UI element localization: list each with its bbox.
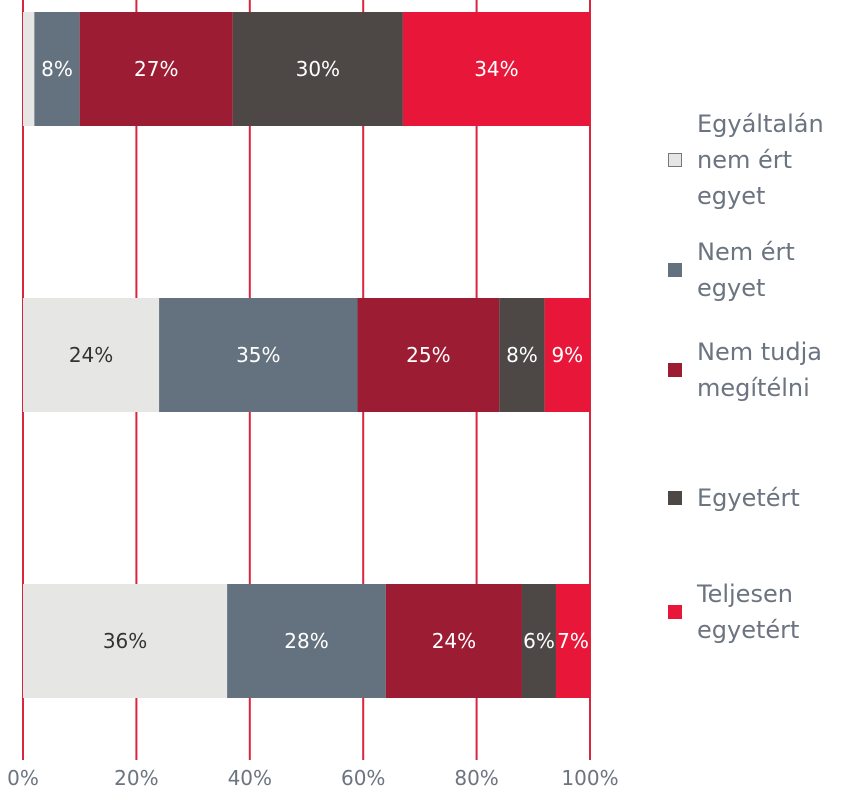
value-label: 7% (557, 629, 589, 653)
bar-segment (499, 298, 545, 412)
labels: 0% 20% 40% 60% 80% 100% 8% 27% 30% 34% 24% 35% 25% 8%… (7, 57, 618, 790)
value-label: 8% (506, 343, 538, 367)
value-label: 24% (432, 629, 476, 653)
legend-swatch (668, 605, 682, 619)
legend-item: Egyáltalán nem ért egyet (668, 106, 858, 214)
bar-segment (23, 584, 228, 698)
bars (23, 12, 590, 698)
bar-segment (555, 584, 590, 698)
legend-item: Teljesen egyetért (668, 576, 858, 648)
bar-segment (232, 12, 403, 126)
legend-label: Egyáltalán nem ért egyet (697, 110, 824, 210)
legend-swatch (668, 491, 682, 505)
value-label: 27% (134, 57, 178, 81)
value-label: 25% (406, 343, 450, 367)
value-label: 8% (41, 57, 73, 81)
value-label: 28% (284, 629, 328, 653)
legend-swatch (668, 363, 682, 377)
legend-label: Teljesen egyetért (697, 580, 800, 644)
legend-item: Egyetért (668, 480, 858, 516)
value-label: 24% (69, 343, 113, 367)
bar-segment (521, 584, 556, 698)
bar-segment (23, 298, 160, 412)
bar-segment (357, 298, 500, 412)
value-label: 6% (523, 629, 555, 653)
value-label: 30% (296, 57, 340, 81)
x-tick-label: 80% (454, 766, 498, 790)
bar-segment (227, 584, 386, 698)
legend-item: Nem tudja megítélni (668, 334, 858, 406)
legend-label: Nem tudja megítélni (697, 338, 822, 402)
bar-segment (159, 298, 358, 412)
bar-segment (34, 12, 80, 126)
legend-item: Nem ért egyet (668, 234, 858, 306)
legend-label: Nem ért egyet (697, 238, 795, 302)
legend-swatch (668, 263, 682, 277)
value-label: 36% (103, 629, 147, 653)
legend-label: Egyetért (697, 484, 800, 512)
chart: 0% 20% 40% 60% 80% 100% 8% 27% 30% 34% 24% 35% 25% 8%… (7, 0, 619, 790)
x-tick-label: 0% (7, 766, 39, 790)
x-tick-label: 40% (228, 766, 272, 790)
bar-segment (402, 12, 590, 126)
bar-segment (544, 298, 590, 412)
x-tick-label: 60% (341, 766, 385, 790)
value-label: 34% (474, 57, 518, 81)
bar-segment (79, 12, 233, 126)
x-tick-label: 100% (561, 766, 618, 790)
legend-swatch (668, 153, 682, 167)
x-tick-label: 20% (114, 766, 158, 790)
value-label: 35% (236, 343, 280, 367)
value-label: 9% (551, 343, 583, 367)
bar-segment (23, 12, 35, 126)
bar-segment (385, 584, 522, 698)
